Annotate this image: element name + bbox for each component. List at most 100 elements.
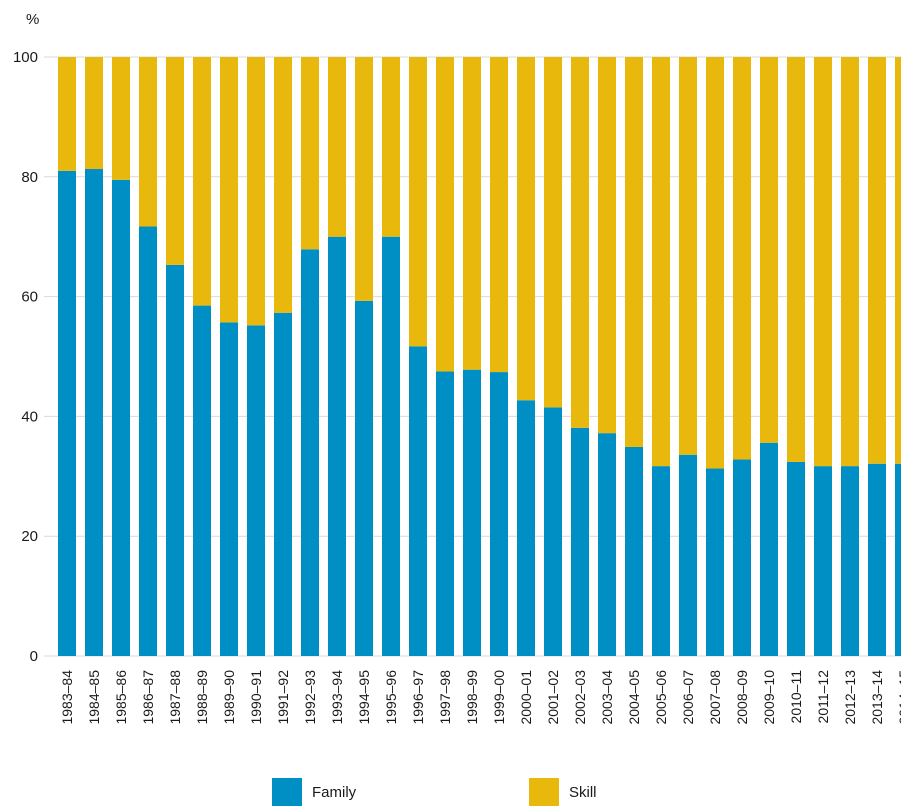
y-tick-label: 0 xyxy=(30,648,38,665)
x-tick-label: 2010–11 xyxy=(788,670,804,724)
x-tick-label: 1995–96 xyxy=(383,670,399,725)
y-tick-label: 20 xyxy=(21,528,38,545)
bar-family xyxy=(490,372,508,656)
x-tick-label: 1987–88 xyxy=(167,670,183,725)
legend-label-family: Family xyxy=(312,783,357,801)
bar-skill xyxy=(652,57,670,467)
bar-skill xyxy=(436,57,454,372)
y-axis-unit-label: % xyxy=(26,11,39,28)
x-tick-label: 2000–01 xyxy=(518,670,534,725)
x-tick-label: 1997–98 xyxy=(437,670,453,725)
y-tick-label: 60 xyxy=(21,289,38,306)
bar-family xyxy=(625,446,643,656)
bar-family xyxy=(409,346,427,656)
bars xyxy=(58,57,901,657)
x-tick-label: 1999–00 xyxy=(491,670,507,725)
bar-skill xyxy=(679,57,697,455)
bar-skill xyxy=(355,57,373,301)
x-tick-label: 1984–85 xyxy=(86,670,102,725)
y-tick-label: 80 xyxy=(21,169,38,186)
bar-skill xyxy=(85,57,103,170)
bar-family xyxy=(247,325,265,656)
bar-family xyxy=(814,466,832,656)
bar-skill xyxy=(139,57,157,227)
bar-skill xyxy=(706,57,724,469)
x-tick-label: 1992–93 xyxy=(302,670,318,725)
x-tick-label: 2004–05 xyxy=(626,670,642,725)
bar-family xyxy=(85,169,103,656)
x-tick-label: 1985–86 xyxy=(113,670,129,725)
y-tick-label: 40 xyxy=(21,408,38,425)
legend-label-skill: Skill xyxy=(569,783,597,801)
x-tick-label: 2014–15 xyxy=(896,670,901,725)
bar-family xyxy=(760,442,778,656)
bar-family xyxy=(787,461,805,656)
x-tick-label: 2002–03 xyxy=(572,670,588,725)
bar-skill xyxy=(625,57,643,447)
legend-swatch-skill xyxy=(529,778,559,806)
bar-skill xyxy=(463,57,481,370)
x-tick-label: 2003–04 xyxy=(599,670,615,725)
bar-family xyxy=(733,459,751,656)
x-tick-label: 1990–91 xyxy=(248,670,264,725)
bar-skill xyxy=(274,57,292,313)
x-tick-label: 2008–09 xyxy=(734,670,750,725)
bar-skill xyxy=(328,57,346,237)
bar-family xyxy=(112,179,130,657)
x-tick-label: 1996–97 xyxy=(410,670,426,725)
bar-skill xyxy=(58,57,76,171)
x-tick-label: 2013–14 xyxy=(869,670,885,725)
bar-family xyxy=(382,236,400,656)
bar-skill xyxy=(787,57,805,462)
bar-skill xyxy=(193,57,211,306)
stacked-bar-chart: % 0 20 40 60 80 100 1983–84 1984–85 1985–86 1986… xyxy=(13,11,901,725)
x-tick-label: 1991–92 xyxy=(275,670,291,725)
bar-family xyxy=(139,226,157,656)
bar-skill xyxy=(598,57,616,434)
bar-family xyxy=(652,466,670,656)
x-tick-label: 2011–12 xyxy=(815,670,831,724)
bar-skill xyxy=(895,57,901,464)
x-tick-label: 2006–07 xyxy=(680,670,696,725)
x-tick-label: 2001–02 xyxy=(545,670,561,725)
bar-skill xyxy=(814,57,832,467)
x-tick-label: 2007–08 xyxy=(707,670,723,725)
bar-skill xyxy=(490,57,508,373)
bar-skill xyxy=(733,57,751,460)
bar-skill xyxy=(409,57,427,347)
x-tick-label: 1993–94 xyxy=(329,670,345,725)
x-tick-label: 2009–10 xyxy=(761,670,777,725)
legend-swatch-family xyxy=(272,778,302,806)
bar-family xyxy=(220,322,238,656)
legend-family: Family xyxy=(272,778,356,806)
bar-family xyxy=(301,249,319,657)
bar-skill xyxy=(220,57,238,323)
x-tick-label: 2012–13 xyxy=(842,670,858,725)
x-tick-label: 1989–90 xyxy=(221,670,237,725)
bar-family xyxy=(355,300,373,656)
x-tick-label: 2005–06 xyxy=(653,670,669,725)
bar-family xyxy=(58,170,76,656)
bar-skill xyxy=(382,57,400,237)
bar-family xyxy=(463,369,481,656)
bar-family xyxy=(328,236,346,656)
x-axis-ticks: 1983–84 1984–85 1985–86 1986–87 1987–88 1988–… xyxy=(59,670,901,725)
bar-skill xyxy=(517,57,535,401)
bar-family xyxy=(571,427,589,656)
bar-skill xyxy=(841,57,859,467)
bar-family xyxy=(868,463,886,656)
y-tick-label: 100 xyxy=(13,49,38,66)
bar-family xyxy=(706,468,724,656)
bar-skill xyxy=(166,57,184,265)
bar-family xyxy=(274,312,292,656)
x-tick-label: 1983–84 xyxy=(59,670,75,725)
x-tick-label: 1988–89 xyxy=(194,670,210,725)
bar-skill xyxy=(301,57,319,250)
bar-family xyxy=(517,400,535,656)
y-axis-ticks: 0 20 40 60 80 100 xyxy=(13,49,38,665)
bar-skill xyxy=(571,57,589,428)
bar-skill xyxy=(760,57,778,443)
bar-family xyxy=(166,264,184,656)
x-tick-label: 1998–99 xyxy=(464,670,480,725)
bar-skill xyxy=(247,57,265,326)
